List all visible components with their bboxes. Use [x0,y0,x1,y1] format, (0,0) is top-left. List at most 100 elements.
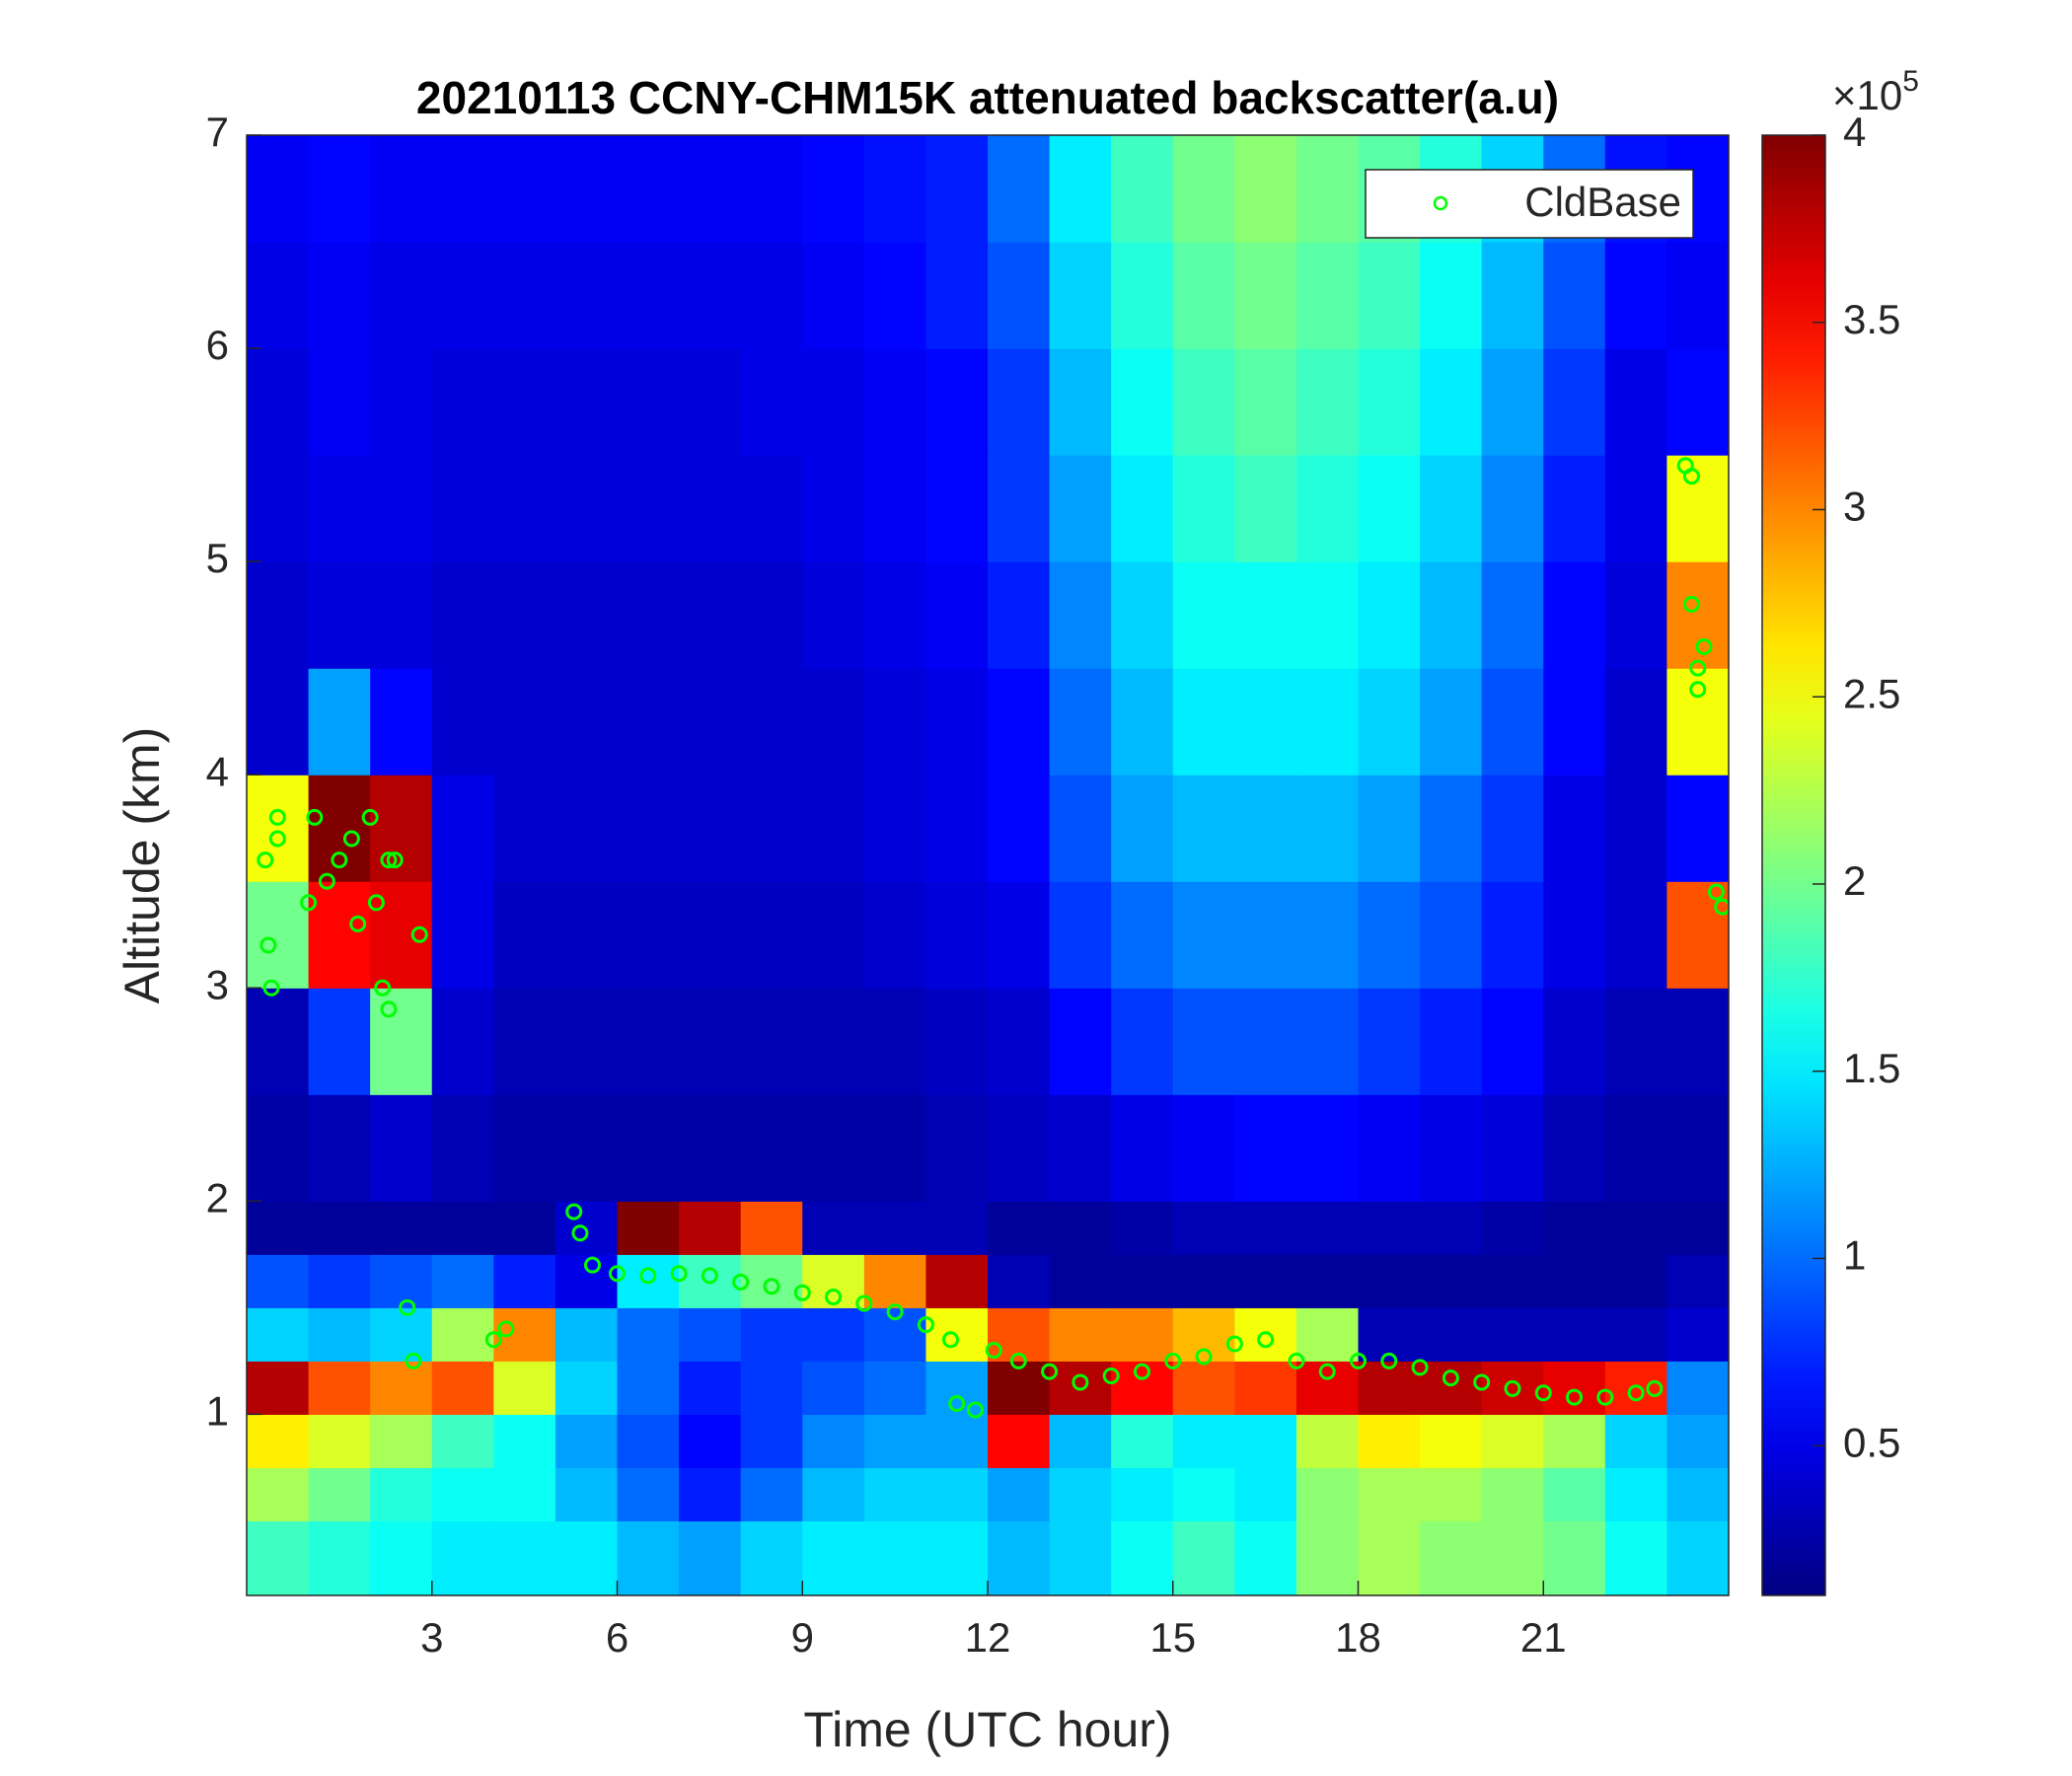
heatmap-cell [431,1467,494,1521]
heatmap-cell [1049,135,1112,243]
heatmap-cell [1049,1467,1112,1521]
heatmap-cell [370,1201,433,1255]
heatmap-cell [1234,1307,1297,1362]
heatmap-cell [1604,1520,1668,1595]
colorbar-tick-label: 2 [1843,857,1866,904]
heatmap-cell [1481,561,1544,669]
heatmap-cell [863,561,927,669]
heatmap-cell [925,135,989,243]
heatmap-cell [247,1254,310,1308]
heatmap-cell [802,1307,865,1362]
heatmap-cell [679,1414,742,1468]
heatmap-cell [1172,668,1235,776]
heatmap-cell [1481,455,1544,562]
heatmap-cell [493,1361,556,1415]
heatmap-cell [247,135,310,243]
heatmap-cell [679,455,742,562]
heatmap-cell [431,242,494,349]
heatmap-cell [1420,881,1483,989]
heatmap-cell [988,881,1051,989]
heatmap-cell [1604,1467,1668,1521]
cloud-base-point [565,1203,583,1221]
heatmap-cell [493,668,556,776]
heatmap-cell [1358,1201,1421,1255]
heatmap-cell [1543,1414,1606,1468]
heatmap-cell [1111,455,1174,562]
heatmap-cell [1358,1361,1421,1415]
heatmap-cell [802,1361,865,1415]
heatmap-cell [1420,1307,1483,1362]
heatmap-cell [493,775,556,882]
heatmap-cell [1111,1254,1174,1308]
x-tick-label: 18 [1335,1614,1381,1661]
heatmap-cell [1543,775,1606,882]
heatmap-cell [1666,1094,1729,1202]
heatmap-cell [1543,881,1606,989]
heatmap-cell [493,881,556,989]
cloud-base-point [793,1284,811,1301]
heatmap-cell [740,561,803,669]
heatmap-cell [1420,1254,1483,1308]
heatmap-cell [555,1094,619,1202]
heatmap-cell [1543,561,1606,669]
colorbar-tick-label: 4 [1843,109,1866,155]
heatmap-cell [308,348,371,456]
heatmap-cell [1666,988,1729,1095]
heatmap-cell [679,348,742,456]
heatmap-cell [1111,775,1174,882]
heatmap-cell [617,348,680,456]
heatmap-cell [863,1520,927,1595]
y-axis-label: Altitude (km) [114,727,170,1004]
cloud-base-point [1072,1373,1089,1391]
heatmap-cell [802,1520,865,1595]
heatmap-cell [1295,668,1360,776]
heatmap-cell [925,1520,989,1595]
cloud-base-point [1566,1388,1584,1406]
heatmap-cell [1172,135,1235,243]
cloud-base-point [1133,1363,1150,1380]
heatmap-cell [1420,455,1483,562]
heatmap-cell [863,1414,927,1468]
colorbar-tick-label: 0.5 [1843,1419,1900,1465]
heatmap-cell [1358,348,1421,456]
heatmap-cell [863,348,927,456]
heatmap-cell [988,135,1051,243]
x-tick-label: 6 [606,1614,629,1661]
heatmap-cell [493,1520,556,1595]
heatmap-cell [370,1254,433,1308]
heatmap-cell [925,348,989,456]
cloud-base-point [609,1265,626,1283]
heatmap-cell [1295,1414,1360,1468]
heatmap-cell [493,135,556,243]
colorbar-tick-label: 1 [1843,1232,1866,1279]
heatmap-cell [988,1094,1051,1202]
heatmap-cell [1049,1201,1112,1255]
heatmap-cell [308,1414,371,1468]
heatmap-cell [988,1254,1051,1308]
heatmap-cell [1172,242,1235,349]
x-tick-label: 9 [791,1614,814,1661]
heatmap-cell [431,668,494,776]
heatmap-cell [555,348,619,456]
heatmap-cell [679,1094,742,1202]
heatmap-cell [1234,1201,1297,1255]
heatmap-cell [308,775,371,882]
heatmap-cell [1666,348,1729,456]
heatmap-cell [1481,668,1544,776]
cloud-base-point [1689,681,1707,699]
heatmap-cell [1543,1307,1606,1362]
cloud-base-point [1288,1352,1305,1369]
heatmap-cell [431,1414,494,1468]
cloud-base-point [732,1273,750,1291]
heatmap-cell [493,1094,556,1202]
cloud-base-point [259,936,277,954]
heatmap-cell [679,242,742,349]
cloud-base-point [1195,1348,1213,1366]
heatmap-cell [431,1361,494,1415]
heatmap-cell [1604,775,1668,882]
heatmap-cell [617,242,680,349]
heatmap-cell [555,1520,619,1595]
cloud-base-point [399,1298,416,1316]
heatmap-cell [925,1361,989,1415]
